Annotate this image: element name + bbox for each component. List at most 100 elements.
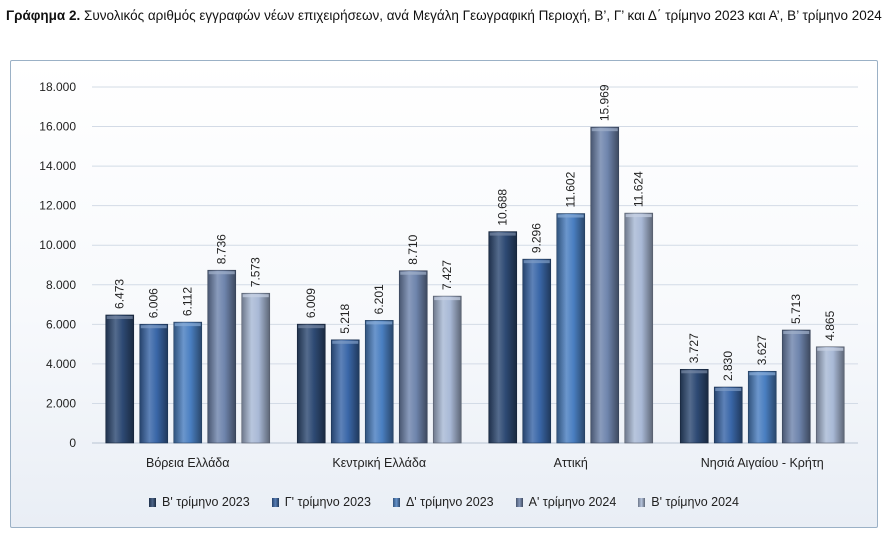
chart-title: Γράφημα 2. Συνολικός αριθμός εγγραφών νέ… <box>6 6 882 25</box>
data-label: 2.830 <box>721 351 735 381</box>
legend: Β' τρίμηνο 2023 Γ' τρίμηνο 2023 Δ' τρίμηνο… <box>0 495 888 509</box>
bar <box>781 329 811 444</box>
bar <box>139 323 169 444</box>
y-tick-label: 18.000 <box>39 80 76 94</box>
bar-top-highlight <box>817 347 844 351</box>
y-tick-label: 12.000 <box>39 199 76 213</box>
bar-top-highlight <box>489 232 516 236</box>
bar-top-highlight <box>140 325 167 329</box>
legend-label: Α' τρίμηνο 2024 <box>528 495 617 509</box>
bar <box>105 314 135 444</box>
legend-label: Γ' τρίμηνο 2023 <box>284 495 371 509</box>
data-label: 7.427 <box>440 260 454 290</box>
data-label: 5.218 <box>338 303 352 333</box>
bar-top-highlight <box>681 370 708 374</box>
y-tick-label: 10.000 <box>39 238 76 252</box>
x-tick-label: Κεντρική Ελλάδα <box>332 456 426 470</box>
data-labels: 6.473 6.006 6.112 8.736 7.573 6.009 5.218 6.201… <box>113 84 838 381</box>
bar <box>713 386 743 444</box>
bar-top-highlight <box>749 372 776 376</box>
data-label: 7.573 <box>249 257 263 287</box>
legend-swatch <box>271 497 279 507</box>
bar <box>173 321 203 444</box>
data-label: 9.296 <box>530 223 544 253</box>
x-tick-label: Αττική <box>554 456 588 470</box>
bar <box>296 323 326 444</box>
chart-title-text: Συνολικός αριθμός εγγραφών νέων επιχειρή… <box>80 8 882 23</box>
bar-top-highlight <box>557 214 584 218</box>
legend-item: Β' τρίμηνο 2023 <box>149 495 250 509</box>
bar <box>330 339 360 444</box>
chart-title-prefix: Γράφημα 2. <box>6 8 81 23</box>
y-tick-label: 2.000 <box>46 396 76 410</box>
bar-top-highlight <box>106 315 133 319</box>
grid-lines <box>92 86 858 444</box>
bar-top-highlight <box>242 294 269 298</box>
legend-swatch <box>149 497 157 507</box>
data-label: 15.969 <box>598 84 612 121</box>
data-label: 8.710 <box>406 234 420 264</box>
data-label: 6.201 <box>372 284 386 314</box>
bars <box>105 126 845 444</box>
data-label: 11.624 <box>632 171 646 207</box>
data-label: 6.473 <box>113 279 127 309</box>
bar <box>522 258 552 444</box>
bar <box>364 320 394 444</box>
legend-swatch <box>392 497 400 507</box>
data-label: 3.727 <box>687 333 701 363</box>
bar-top-highlight <box>434 297 461 301</box>
legend-label: Β' τρίμηνο 2023 <box>162 495 250 509</box>
data-label: 5.713 <box>789 294 803 324</box>
bar <box>590 126 620 444</box>
bar <box>624 212 654 444</box>
data-label: 10.688 <box>496 189 510 226</box>
y-tick-label: 14.000 <box>39 159 76 173</box>
data-label: 4.865 <box>823 310 837 340</box>
data-label: 6.006 <box>147 288 161 318</box>
bar <box>241 292 271 444</box>
y-tick-label: 0 <box>69 436 76 450</box>
bar <box>488 231 518 444</box>
bar <box>556 213 586 444</box>
data-label: 8.736 <box>215 234 229 264</box>
data-label: 6.112 <box>181 287 195 316</box>
bar-top-highlight <box>783 331 810 335</box>
bar-top-highlight <box>523 260 550 264</box>
y-tick-label: 16.000 <box>39 120 76 134</box>
bar-top-highlight <box>332 340 359 344</box>
data-label: 11.602 <box>564 171 578 207</box>
y-tick-label: 6.000 <box>46 317 76 331</box>
bar <box>747 370 777 444</box>
chart-frame <box>10 60 878 528</box>
legend-swatch <box>515 497 523 507</box>
x-axis: Βόρεια Ελλάδα Κεντρική Ελλάδα Αττική Νησιά … <box>146 456 824 470</box>
data-label: 3.627 <box>755 335 769 365</box>
bar <box>432 295 462 444</box>
y-axis: 0 2.000 4.000 6.000 8.000 10.000 12.000 14.000 1… <box>39 80 76 450</box>
legend-label: Β' τρίμηνο 2024 <box>651 495 739 509</box>
bar-top-highlight <box>625 214 652 218</box>
legend-item: Β' τρίμηνο 2024 <box>638 495 739 509</box>
bar-top-highlight <box>400 271 427 275</box>
legend-item: Γ' τρίμηνο 2023 <box>271 495 371 509</box>
bar-top-highlight <box>591 128 618 132</box>
bar <box>815 346 845 444</box>
legend-label: Δ' τρίμηνο 2023 <box>405 495 494 509</box>
bar <box>398 270 428 444</box>
x-tick-label: Νησιά Αιγαίου - Κρήτη <box>701 456 824 470</box>
bar-top-highlight <box>208 271 235 275</box>
legend-item: Α' τρίμηνο 2024 <box>515 495 617 509</box>
bar-top-highlight <box>298 325 325 329</box>
bar <box>679 368 709 444</box>
bar-top-highlight <box>366 321 393 325</box>
bar <box>207 269 237 444</box>
bar-top-highlight <box>174 323 201 327</box>
legend-item: Δ' τρίμηνο 2023 <box>392 495 494 509</box>
data-label: 6.009 <box>304 288 318 318</box>
y-tick-label: 4.000 <box>46 357 76 371</box>
bar-top-highlight <box>715 388 742 392</box>
x-tick-label: Βόρεια Ελλάδα <box>146 456 230 470</box>
y-tick-label: 8.000 <box>46 278 76 292</box>
legend-swatch <box>638 497 646 507</box>
